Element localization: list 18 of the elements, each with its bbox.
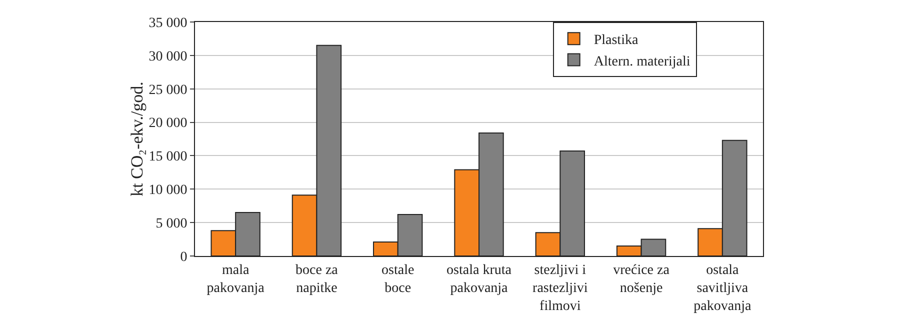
x-tick-label: stezljivi i rastezljivi filmovi xyxy=(532,262,588,314)
y-tick-label: 25 000 xyxy=(148,82,188,98)
legend-label: Altern. materijali xyxy=(594,54,690,70)
y-tick-label: 10 000 xyxy=(148,183,188,198)
legend-label: Plastika xyxy=(594,33,639,48)
x-tick-label: ostala savitljiva pakovanja xyxy=(694,262,752,314)
x-tick-label: vrećice za nošenje xyxy=(613,262,670,296)
x-tick-label: boce za napitke xyxy=(296,262,339,296)
x-tick-label: ostale boce xyxy=(382,262,414,296)
y-tick-label: 35 000 xyxy=(148,16,188,31)
y-tick-label: 15 000 xyxy=(148,150,188,165)
y-tick-label: 5 000 xyxy=(156,216,188,232)
y-tick-label: 30 000 xyxy=(148,49,188,64)
y-tick-label: 0 xyxy=(180,250,188,265)
x-tick-label: ostala kruta pakovanja xyxy=(446,262,512,296)
x-tick-label: mala pakovanja xyxy=(206,262,266,296)
y-axis-title: kt CO₂-ekv./god. xyxy=(128,82,147,196)
y-tick-label: 20 000 xyxy=(148,116,188,132)
